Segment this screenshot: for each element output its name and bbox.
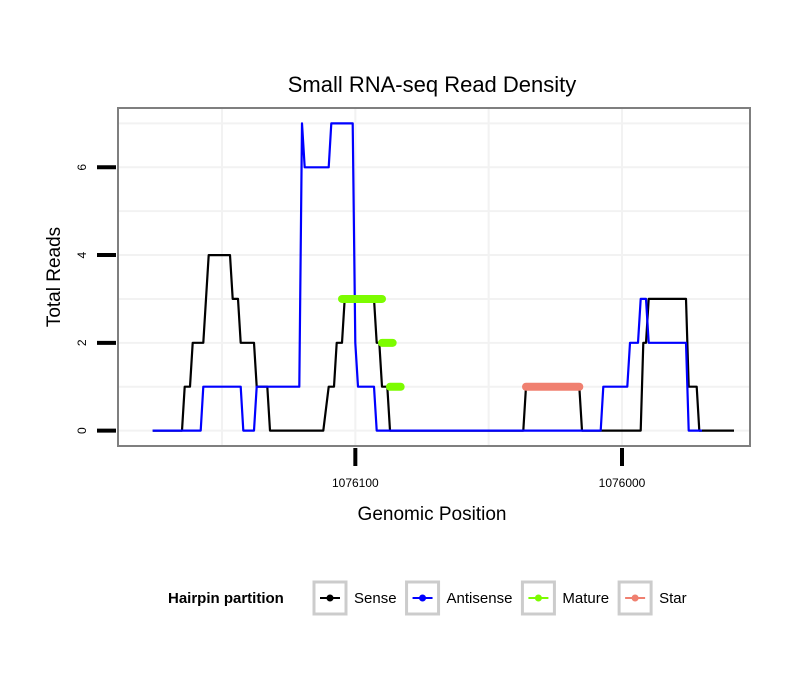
y-tick-label: 0: [75, 427, 89, 434]
series-antisense-line: [152, 122, 702, 432]
plot-border: [117, 107, 751, 447]
legend-item-mature: Mature: [520, 580, 609, 616]
x-tick-label: 1076000: [599, 476, 646, 490]
legend-label: Mature: [562, 590, 609, 607]
chart-title: Small RNA-seq Read Density: [288, 72, 577, 97]
legend-key-point: [419, 594, 427, 602]
legend-label: Star: [659, 590, 687, 607]
legend: Hairpin partition Sense Antisense Mature St…: [168, 580, 687, 616]
x-axis-title: Genomic Position: [358, 504, 507, 525]
legend-item-sense: Sense: [312, 580, 397, 616]
y-tick-label: 6: [75, 164, 89, 171]
y-axis-title: Total Reads: [44, 227, 65, 327]
legend-item-star: Star: [617, 580, 687, 616]
legend-key-point: [631, 594, 639, 602]
x-tick-label: 1076100: [332, 476, 379, 490]
y-tick-label: 4: [75, 251, 89, 258]
legend-key-point: [326, 594, 334, 602]
legend-title: Hairpin partition: [168, 590, 284, 607]
plot-panel: [118, 108, 750, 446]
y-tick-label: 2: [75, 339, 89, 346]
axes: 0 2 4 6 1076100 1076000: [75, 164, 646, 490]
series-layer: [152, 122, 734, 432]
legend-item-antisense: Antisense: [405, 580, 513, 616]
legend-label: Antisense: [447, 590, 513, 607]
legend-key-point: [534, 594, 542, 602]
legend-label: Sense: [354, 590, 397, 607]
